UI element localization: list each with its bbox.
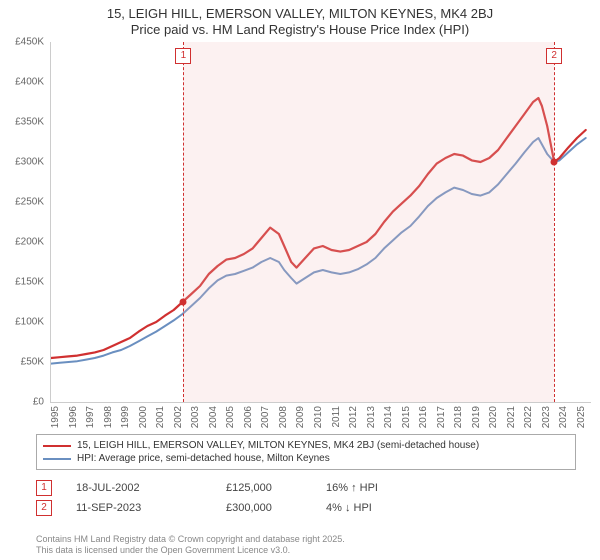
x-tick-label: 2005 [225, 406, 236, 428]
marker-table: 1 18-JUL-2002£125,00016% ↑ HPI 2 11-SEP-202… [36, 478, 576, 518]
marker-label-1: 1 [175, 48, 191, 64]
x-tick-label: 1997 [85, 406, 96, 428]
x-tick-label: 2000 [138, 406, 149, 428]
license-line-2: This data is licensed under the Open Gov… [36, 545, 345, 556]
y-axis: £0£50K£100K£150K£200K£250K£300K£350K£400… [0, 42, 50, 402]
x-tick-label: 2017 [436, 406, 447, 428]
license-text: Contains HM Land Registry data © Crown c… [36, 534, 345, 557]
marker-label-2: 2 [546, 48, 562, 64]
legend-and-markers: 15, LEIGH HILL, EMERSON VALLEY, MILTON K… [36, 434, 576, 518]
y-tick-label: £250K [15, 197, 44, 208]
x-tick-label: 2006 [243, 406, 254, 428]
legend-label: 15, LEIGH HILL, EMERSON VALLEY, MILTON K… [77, 440, 479, 451]
y-tick-label: £350K [15, 117, 44, 128]
marker-vline-1 [183, 42, 184, 402]
legend-row-price_paid: 15, LEIGH HILL, EMERSON VALLEY, MILTON K… [43, 439, 569, 452]
plot-area: 12 [50, 42, 591, 403]
x-tick-label: 2023 [541, 406, 552, 428]
y-tick-label: £50K [21, 357, 44, 368]
title-line-1: 15, LEIGH HILL, EMERSON VALLEY, MILTON K… [0, 6, 600, 22]
chart-container: 15, LEIGH HILL, EMERSON VALLEY, MILTON K… [0, 0, 600, 560]
x-tick-label: 2016 [418, 406, 429, 428]
y-tick-label: £100K [15, 317, 44, 328]
x-tick-label: 1996 [68, 406, 79, 428]
x-tick-label: 2012 [348, 406, 359, 428]
legend-box: 15, LEIGH HILL, EMERSON VALLEY, MILTON K… [36, 434, 576, 470]
marker-price: £125,000 [226, 482, 326, 494]
x-tick-label: 2024 [558, 406, 569, 428]
legend-label: HPI: Average price, semi-detached house,… [77, 453, 330, 464]
x-tick-label: 2001 [155, 406, 166, 428]
x-axis: 1995 1996 1997 1998 1999 2000 2001 2002 2003 2004… [50, 402, 590, 427]
marker-dot-2 [551, 159, 558, 166]
marker-delta: 4% ↓ HPI [326, 502, 446, 514]
x-tick-label: 2007 [260, 406, 271, 428]
legend-swatch [43, 458, 71, 460]
marker-date: 18-JUL-2002 [76, 482, 226, 494]
x-tick-label: 2015 [401, 406, 412, 428]
title-block: 15, LEIGH HILL, EMERSON VALLEY, MILTON K… [0, 0, 600, 39]
marker-date: 11-SEP-2023 [76, 502, 226, 514]
marker-index-box: 2 [36, 500, 52, 516]
marker-price: £300,000 [226, 502, 326, 514]
x-tick-label: 2014 [383, 406, 394, 428]
y-tick-label: £0 [33, 397, 44, 408]
marker-vline-2 [554, 42, 555, 402]
x-tick-label: 2019 [471, 406, 482, 428]
marker-row-1: 1 18-JUL-2002£125,00016% ↑ HPI [36, 478, 576, 498]
y-tick-label: £200K [15, 237, 44, 248]
y-tick-label: £450K [15, 37, 44, 48]
x-tick-label: 2002 [173, 406, 184, 428]
x-tick-label: 2018 [453, 406, 464, 428]
x-tick-label: 2011 [331, 406, 342, 428]
license-line-1: Contains HM Land Registry data © Crown c… [36, 534, 345, 545]
x-tick-label: 2013 [366, 406, 377, 428]
marker-delta: 16% ↑ HPI [326, 482, 446, 494]
x-tick-label: 1998 [103, 406, 114, 428]
legend-swatch [43, 445, 71, 447]
y-tick-label: £300K [15, 157, 44, 168]
x-tick-label: 2021 [506, 406, 517, 428]
y-tick-label: £150K [15, 277, 44, 288]
x-tick-label: 2008 [278, 406, 289, 428]
marker-index-box: 1 [36, 480, 52, 496]
legend-row-hpi: HPI: Average price, semi-detached house,… [43, 452, 569, 465]
x-tick-label: 2009 [295, 406, 306, 428]
x-tick-label: 2010 [313, 406, 324, 428]
chart-area: £0 £50K £100K £150K £200K £250K £300K £350K £400… [0, 42, 600, 427]
marker-dot-1 [180, 299, 187, 306]
marker-row-2: 2 11-SEP-2023£300,0004% ↓ HPI [36, 498, 576, 518]
x-tick-label: 1999 [120, 406, 131, 428]
x-tick-label: 2004 [208, 406, 219, 428]
title-line-2: Price paid vs. HM Land Registry's House … [0, 22, 600, 38]
shaded-region [183, 42, 554, 402]
x-tick-label: 1995 [50, 406, 61, 428]
x-tick-label: 2025 [576, 406, 587, 428]
y-tick-label: £400K [15, 77, 44, 88]
x-tick-label: 2020 [488, 406, 499, 428]
x-tick-label: 2003 [190, 406, 201, 428]
x-tick-label: 2022 [523, 406, 534, 428]
